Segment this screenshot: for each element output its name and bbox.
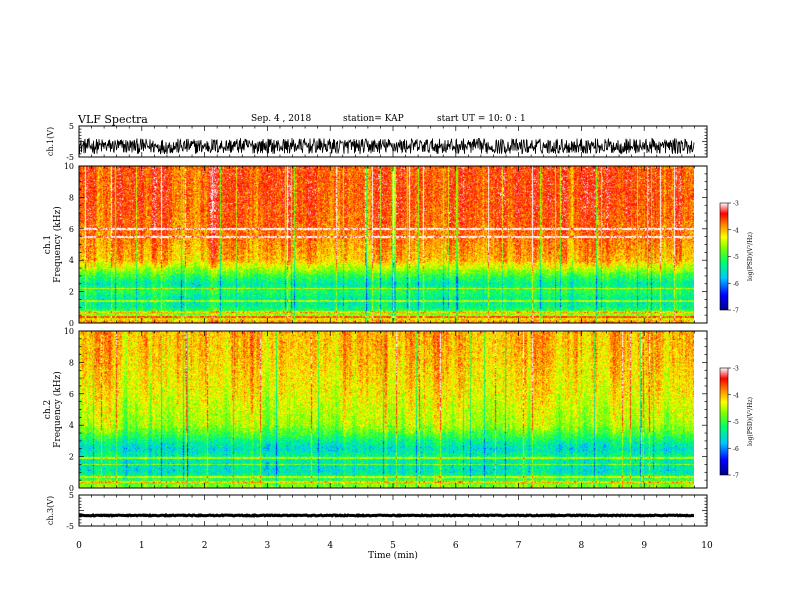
ytick-label-2: 10: [64, 327, 74, 336]
panel-label-2: ch.2: [43, 400, 53, 419]
ytick-label-0: 5: [69, 122, 74, 131]
colorbar-tick-1: -6: [733, 281, 739, 288]
xtick-label: 10: [701, 541, 713, 551]
colorbar-tick-2: -5: [733, 419, 739, 426]
colorbar-tick-2: -4: [733, 392, 739, 399]
waveform-trace-3: [78, 513, 695, 518]
xtick-label: 6: [453, 541, 459, 551]
ytick-label-1: 6: [69, 225, 74, 234]
colorbar-2: [719, 367, 729, 476]
colorbar-label-2: log(PSD)(V²/Hz): [747, 397, 754, 446]
header-start-time: start UT = 10: 0 : 1: [437, 114, 526, 124]
colorbar-tick-2: -3: [733, 366, 739, 373]
ytick-label-2: 6: [69, 390, 74, 399]
ytick-label-2: 2: [69, 453, 74, 462]
colorbar-label-1: log(PSD)(V²/Hz): [747, 232, 754, 281]
ylabel-2: Frequency (kHz): [52, 371, 63, 448]
header-date: Sep. 4 , 2018: [251, 114, 312, 124]
ytick-label-1: 4: [69, 256, 74, 265]
xtick-label: 7: [516, 541, 522, 551]
colorbar-tick-2: -6: [733, 446, 739, 453]
ylabel-3: ch.3(V): [46, 496, 55, 525]
ytick-label-1: 0: [69, 319, 74, 328]
ylabel-0: ch.1(V): [46, 127, 55, 156]
xtick-label: 0: [76, 541, 82, 551]
ytick-label-1: 8: [69, 193, 74, 202]
colorbar-tick-1: -5: [733, 254, 739, 261]
ytick-label-2: 0: [69, 484, 74, 493]
spectrogram-image-1: [79, 166, 694, 323]
xtick-label: 9: [641, 541, 647, 551]
colorbar-tick-1: -4: [733, 227, 739, 234]
colorbar-tick-1: -3: [733, 201, 739, 208]
xtick-label: 1: [139, 541, 145, 551]
xtick-label: 5: [390, 541, 396, 551]
colorbar-tick-2: -7: [733, 473, 739, 480]
panel-label-1: ch.1: [43, 235, 53, 254]
xtick-label: 4: [327, 541, 333, 551]
xtick-label: 3: [265, 541, 271, 551]
colorbar-1: [719, 202, 729, 311]
header-station: station= KAP: [343, 114, 404, 124]
xaxis-label: Time (min): [368, 550, 418, 561]
ytick-label-0: -5: [66, 153, 74, 162]
xtick-label: 2: [202, 541, 208, 551]
ytick-label-2: 4: [69, 421, 74, 430]
header-title: VLF Spectra: [78, 113, 148, 126]
ytick-label-3: -5: [66, 522, 74, 531]
ylabel-1: Frequency (kHz): [52, 206, 63, 283]
spectrogram-image-2: [79, 331, 694, 488]
xtick-label: 8: [579, 541, 585, 551]
ytick-label-3: 5: [69, 491, 74, 500]
ytick-label-2: 8: [69, 358, 74, 367]
waveform-trace-0: [79, 137, 695, 155]
ytick-label-1: 2: [69, 288, 74, 297]
colorbar-tick-1: -7: [733, 308, 739, 315]
ytick-label-1: 10: [64, 162, 74, 171]
